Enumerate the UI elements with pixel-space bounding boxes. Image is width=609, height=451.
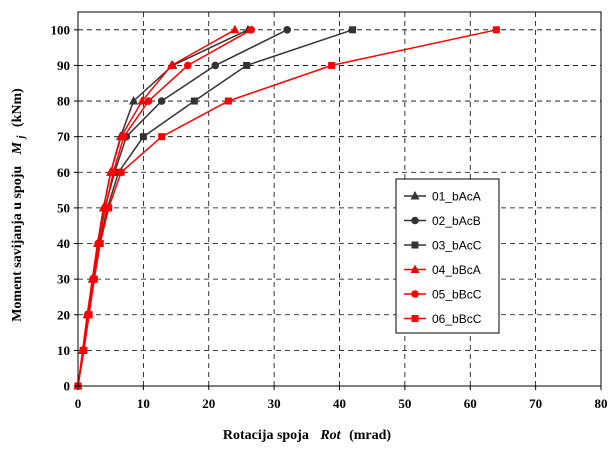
y-axis-title-symbol: M [10,141,25,155]
y-axis-title-subscript: j [16,135,27,140]
data-point [190,97,198,105]
y-tick-label: 70 [57,129,70,144]
legend-box [395,178,500,334]
y-axis-title: Moment savijanja u spoju M j (kNm) [10,88,28,322]
x-tick-label: 0 [75,396,82,411]
x-tick-label: 30 [268,396,281,411]
legend-item: 04_bBcA [404,263,481,277]
x-axis-title-symbol: Rot [319,428,341,443]
legend-marker [410,264,420,273]
y-tick-label: 40 [57,236,70,251]
data-point [93,238,103,248]
x-tick-label: 20 [202,396,215,411]
legend-label: 03_bAcC [432,239,482,253]
x-tick-label: 80 [595,396,608,411]
x-axis-title-main: Rotacija spoja [223,428,309,443]
legend-marker [411,290,419,298]
y-tick-label: 0 [64,379,71,394]
x-tick-label: 70 [529,396,542,411]
data-point [139,133,147,141]
x-axis-title-unit: (mrad) [349,428,391,443]
data-point [82,309,92,319]
legend-label: 06_bBcC [432,312,482,326]
y-tick-label: 60 [57,165,70,180]
data-point [98,202,108,212]
legend-marker [411,216,419,225]
tick-layer: 0 10 20 30 40 50 60 70 80 0 10 20 30 40 50 60 70 80 90 100 [51,22,608,411]
data-point [328,61,336,69]
data-point [129,96,139,105]
y-tick-label: 10 [57,343,70,358]
legend: 01_bAcA 02_bAcB 03_bAcC 04_bBcA 05_bBcC 06_bB… [395,178,500,334]
data-point [116,131,126,141]
legend-marker [411,241,419,249]
legend-item: 06_bBcC [404,312,482,326]
data-point [184,61,192,70]
y-tick-label: 50 [57,200,70,215]
legend-marker [411,315,419,322]
data-point [137,96,147,105]
data-point [106,167,116,176]
x-tick-label: 50 [398,396,411,411]
y-tick-label: 90 [57,58,70,73]
legend-marker [410,191,420,200]
x-axis-title: Rotacija spoja Rot (mrad) [223,428,391,443]
legend-label: 02_bAcB [432,214,481,228]
data-point [117,168,125,176]
legend-item: 02_bAcB [404,214,481,228]
data-point [243,61,251,69]
legend-label: 05_bBcC [432,288,482,302]
grid [78,12,601,386]
y-axis-title-unit: (kNm) [10,88,25,127]
data-point [492,26,500,34]
y-tick-label: 20 [57,307,70,322]
data-point [283,26,292,34]
data-point [157,97,166,105]
data-point [78,345,88,354]
data-point [247,26,256,34]
legend-item: 05_bBcC [404,288,482,302]
data-point [230,24,240,34]
data-point [224,97,232,105]
legend-label: 01_bAcA [432,190,481,204]
data-point [166,60,176,69]
data-point [144,97,153,105]
data-point [87,274,97,283]
series-04_bBcA [73,24,240,390]
legend-item: 01_bAcA [404,190,481,204]
y-axis-title-main: Moment savijanja u spoju [10,166,25,322]
data-point [158,133,166,141]
y-tick-label: 30 [57,272,70,287]
legend-item: 03_bAcC [404,239,482,253]
x-tick-label: 10 [137,396,150,411]
y-tick-label: 80 [57,94,70,109]
x-tick-label: 40 [333,396,346,411]
data-point [349,26,357,34]
x-tick-label: 60 [464,396,477,411]
data-point [211,61,220,70]
legend-label: 04_bBcA [432,263,481,277]
y-tick-label: 100 [51,22,71,37]
